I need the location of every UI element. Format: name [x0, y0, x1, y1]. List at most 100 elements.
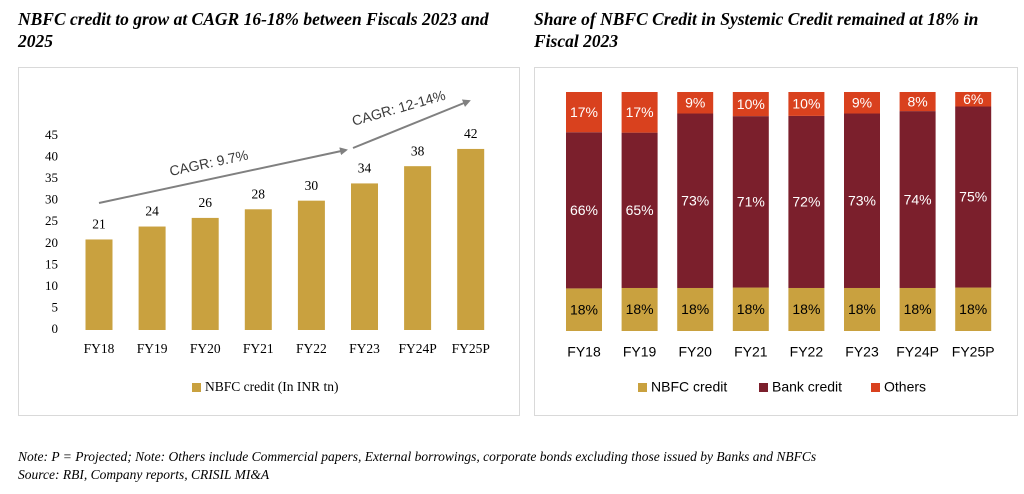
y-tick-label: 35	[45, 170, 58, 185]
bar-value-label: 26	[198, 195, 212, 210]
segment-label-nbfc: 18%	[959, 301, 987, 317]
x-tick-label: FY21	[243, 341, 274, 356]
x-tick-label: FY18	[567, 344, 601, 360]
segment-others-FY21	[732, 92, 769, 117]
bar-FY24P	[404, 166, 432, 330]
right-chart: 18% 66% 17% FY18 18% 65% 17% FY19 18% 73% 9% FY20 18…	[566, 91, 995, 395]
legend-swatch-others	[871, 383, 880, 392]
y-tick-label: 5	[52, 299, 59, 314]
cagr-arrow-2	[352, 99, 471, 149]
segment-nbfc-FY24P	[899, 287, 936, 331]
bar-value-label: 38	[411, 143, 425, 158]
segment-label-nbfc: 18%	[570, 301, 598, 317]
x-tick-label: FY20	[678, 344, 712, 360]
segment-bank-FY23	[844, 113, 880, 288]
x-tick-label: FY22	[790, 344, 824, 360]
segment-label-bank: 73%	[848, 192, 876, 208]
segment-others-FY24P	[899, 92, 936, 112]
bar-FY22	[297, 200, 325, 330]
bar-value-label: 24	[145, 204, 159, 219]
bar-FY19	[138, 226, 166, 330]
y-tick-label: 25	[45, 213, 58, 228]
bar-FY25P	[457, 148, 485, 330]
legend-label-nbfc-credit: NBFC credit (In INR tn)	[205, 379, 338, 394]
segment-nbfc-FY23	[844, 287, 880, 331]
segment-others-FY23	[844, 92, 880, 114]
y-tick-label: 45	[45, 127, 58, 142]
x-tick-label: FY19	[137, 341, 168, 356]
segment-bank-FY25P	[955, 106, 992, 288]
segment-others-FY22	[788, 92, 825, 116]
x-tick-label: FY23	[845, 344, 879, 360]
segment-others-FY20	[677, 92, 714, 114]
right-chart-title: Share of NBFC Credit in Systemic Credit …	[534, 9, 979, 51]
segment-label-nbfc: 18%	[681, 301, 709, 317]
segment-label-nbfc: 18%	[792, 301, 820, 317]
segment-label-nbfc: 18%	[848, 301, 876, 317]
bar-value-label: 34	[358, 161, 372, 176]
segment-label-bank: 74%	[904, 191, 932, 207]
segment-others-FY18	[566, 92, 602, 133]
left-chart: 0 5 10 15 20 25 30 35 40 45 21 FY18 24 FY19 26 FY20 28 FY…	[45, 87, 490, 394]
x-tick-label: FY24P	[896, 344, 939, 360]
segment-nbfc-FY21	[732, 287, 769, 331]
y-tick-label: 20	[45, 235, 58, 250]
segment-label-nbfc: 18%	[904, 301, 932, 317]
segment-label-others: 9%	[852, 94, 872, 110]
segment-others-FY19	[621, 92, 658, 133]
segment-label-others: 9%	[685, 94, 705, 110]
x-tick-label: FY24P	[398, 341, 436, 356]
legend-label-bank: Bank credit	[772, 379, 842, 395]
segment-bank-FY19	[621, 132, 658, 288]
right-chart-panel: 18% 66% 17% FY18 18% 65% 17% FY19 18% 73% 9% FY20 18…	[534, 67, 1018, 416]
segment-label-others: 6%	[963, 91, 983, 107]
y-tick-label: 0	[52, 321, 59, 336]
segment-others-FY25P	[955, 92, 992, 107]
segment-label-others: 10%	[792, 96, 820, 112]
x-tick-label: FY21	[734, 344, 768, 360]
segment-bank-FY21	[732, 116, 769, 288]
x-tick-label: FY25P	[452, 341, 490, 356]
bar-FY20	[191, 217, 219, 330]
segment-nbfc-FY25P	[955, 287, 992, 331]
bar-value-label: 21	[92, 217, 106, 232]
segment-nbfc-FY22	[788, 287, 825, 331]
segment-nbfc-FY20	[677, 287, 714, 331]
legend-label-others: Others	[884, 379, 926, 395]
segment-bank-FY22	[788, 115, 825, 288]
bar-FY21	[244, 209, 272, 330]
left-chart-title: NBFC credit to grow at CAGR 16-18% betwe…	[18, 9, 489, 51]
x-tick-label: FY20	[190, 341, 221, 356]
y-tick-label: 40	[45, 149, 58, 164]
y-tick-label: 30	[45, 192, 58, 207]
cagr-label-2: CAGR: 12-14%	[350, 87, 447, 129]
footnote: Note: P = Projected; Note: Others includ…	[18, 449, 817, 464]
segment-label-others: 17%	[626, 104, 654, 120]
segment-nbfc-FY18	[566, 288, 602, 331]
segment-label-bank: 66%	[570, 202, 598, 218]
x-tick-label: FY22	[296, 341, 327, 356]
segment-label-bank: 65%	[626, 202, 654, 218]
legend-swatch-nbfc-credit	[192, 383, 201, 392]
source-note: Source: RBI, Company reports, CRISIL MI&…	[18, 467, 270, 482]
x-tick-label: FY23	[349, 341, 380, 356]
segment-bank-FY18	[566, 132, 602, 289]
legend-label-nbfc: NBFC credit	[651, 379, 727, 395]
left-chart-panel: 0 5 10 15 20 25 30 35 40 45 21 FY18 24 FY19 26 FY20 28 FY…	[18, 67, 520, 416]
segment-nbfc-FY19	[621, 287, 658, 331]
bar-FY23	[351, 183, 378, 330]
bar-value-label: 42	[464, 126, 478, 141]
segment-label-others: 10%	[737, 96, 765, 112]
legend-swatch-bank	[759, 383, 768, 392]
legend-swatch-nbfc	[638, 383, 647, 392]
bar-value-label: 28	[252, 186, 266, 201]
segment-bank-FY20	[677, 113, 714, 288]
x-tick-label: FY25P	[952, 344, 995, 360]
segment-bank-FY24P	[899, 111, 936, 288]
x-tick-label: FY18	[84, 341, 115, 356]
segment-label-nbfc: 18%	[737, 301, 765, 317]
x-tick-label: FY19	[623, 344, 657, 360]
segment-label-bank: 72%	[792, 194, 820, 210]
segment-label-others: 17%	[570, 104, 598, 120]
y-tick-label: 15	[45, 256, 58, 271]
